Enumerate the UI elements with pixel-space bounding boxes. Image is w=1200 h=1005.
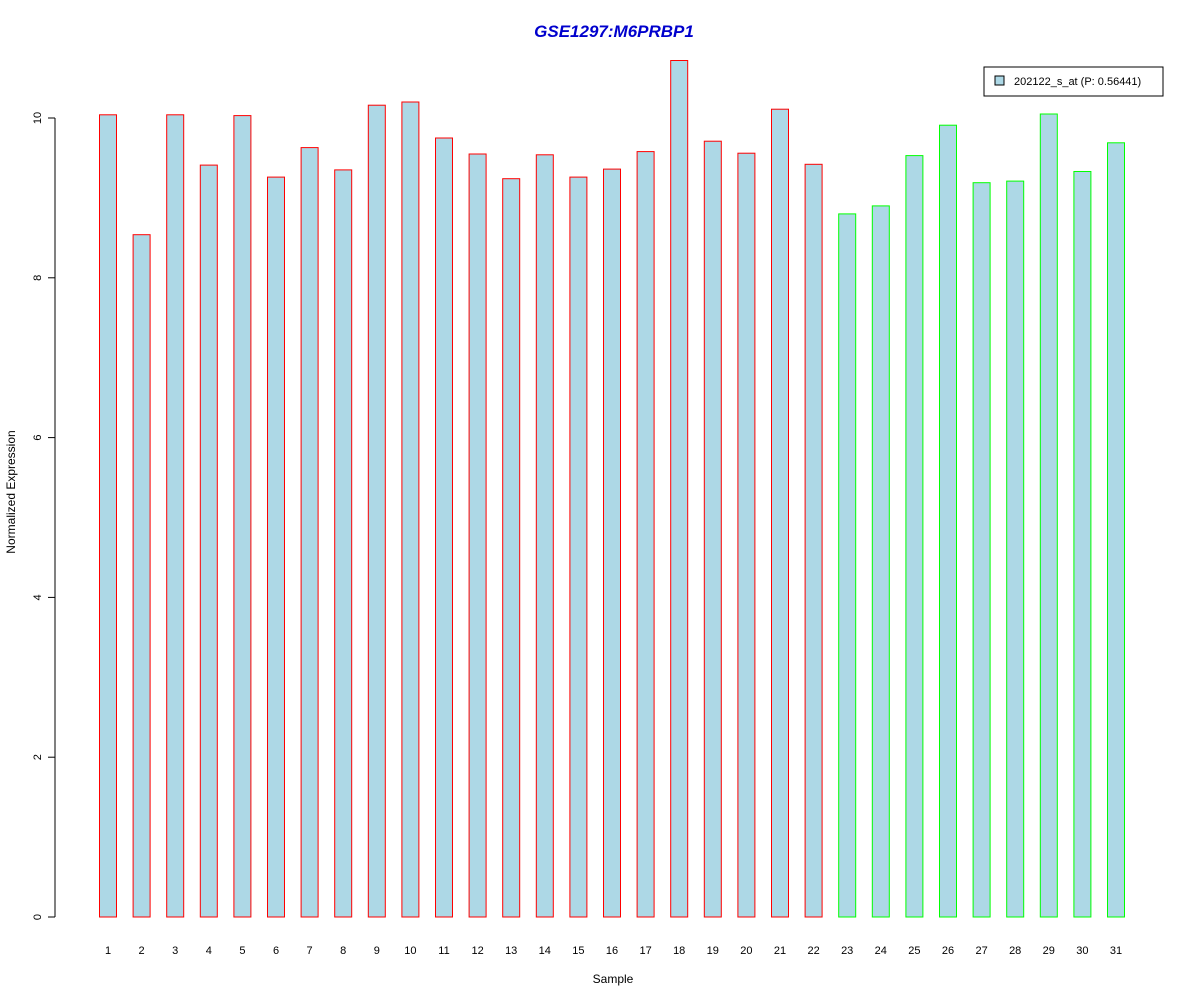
bar-sample-18 — [670, 60, 689, 918]
bar-sample-15 — [569, 176, 588, 918]
x-axis-label: Sample — [593, 972, 634, 986]
bar-sample-19 — [703, 140, 722, 918]
x-tick-label: 10 — [404, 945, 416, 957]
bar-sample-26 — [939, 124, 957, 918]
bar-sample-1 — [99, 114, 117, 918]
x-tick-label: 17 — [639, 945, 651, 957]
x-tick-label: 2 — [139, 945, 145, 957]
bar-sample-22 — [804, 163, 823, 918]
bar-sample-14 — [535, 154, 554, 918]
x-tick-label: 4 — [206, 945, 212, 957]
x-tick-label: 30 — [1076, 945, 1088, 957]
bar-sample-27 — [972, 182, 991, 918]
bar-sample-23 — [838, 213, 857, 918]
x-tick-label: 8 — [340, 945, 346, 957]
y-axis-label: Normalized Expression — [4, 430, 18, 553]
x-tick-label: 5 — [239, 945, 245, 957]
chart-title: GSE1297:M6PRBP1 — [534, 22, 694, 41]
x-tick-label: 25 — [908, 945, 920, 957]
bar-sample-6 — [267, 176, 285, 918]
x-tick-label: 7 — [307, 945, 313, 957]
y-tick-label: 2 — [32, 754, 44, 760]
bar-sample-4 — [199, 164, 218, 918]
bars — [99, 60, 1125, 918]
x-tick-label: 31 — [1110, 945, 1122, 957]
x-tick-label: 27 — [975, 945, 987, 957]
legend: 202122_s_at (P: 0.56441) — [983, 66, 1164, 97]
x-tick-label: 11 — [438, 945, 449, 957]
bar-sample-7 — [300, 147, 319, 918]
x-tick-label: 20 — [740, 945, 752, 957]
bar-sample-10 — [401, 101, 420, 918]
legend-label: 202122_s_at (P: 0.56441) — [1014, 76, 1141, 88]
bar-sample-16 — [603, 168, 621, 918]
bar-sample-8 — [334, 169, 353, 918]
x-tick-label: 21 — [774, 945, 786, 957]
bar-sample-20 — [737, 152, 756, 918]
bar-sample-9 — [367, 104, 386, 918]
y-axis: 0 2 4 6 8 10 — [32, 112, 56, 920]
x-tick-label: 23 — [841, 945, 853, 957]
x-tick-label: 16 — [606, 945, 618, 957]
y-tick-label: 8 — [32, 275, 44, 281]
bar-sample-2 — [132, 234, 151, 918]
x-tick-label: 19 — [707, 945, 719, 957]
bar-sample-5 — [233, 115, 252, 918]
y-tick-label: 6 — [32, 435, 44, 441]
x-tick-label: 12 — [471, 945, 483, 957]
x-tick-label: 15 — [572, 945, 584, 957]
y-tick-label: 0 — [32, 914, 44, 920]
bar-sample-28 — [1006, 180, 1025, 918]
y-tick-label: 10 — [32, 112, 44, 124]
x-tick-label: 29 — [1043, 945, 1055, 957]
bar-sample-21 — [771, 108, 789, 918]
x-tick-labels: 1 2 3 4 5 6 7 8 9 10 11 12 13 14 15 16 17 18 19 20 21 22 23 24 2… — [105, 945, 1122, 957]
bar-sample-29 — [1039, 113, 1058, 918]
legend-box — [983, 66, 1164, 97]
x-tick-label: 3 — [172, 945, 178, 957]
x-tick-label: 13 — [505, 945, 517, 957]
x-tick-label: 9 — [374, 945, 380, 957]
x-tick-label: 6 — [273, 945, 279, 957]
bar-sample-17 — [636, 151, 655, 918]
bar-sample-30 — [1073, 171, 1092, 918]
y-tick-label: 4 — [32, 594, 44, 600]
x-tick-label: 1 — [105, 945, 111, 957]
x-tick-label: 28 — [1009, 945, 1021, 957]
x-tick-label: 24 — [875, 945, 887, 957]
x-tick-label: 22 — [807, 945, 819, 957]
x-tick-label: 26 — [942, 945, 954, 957]
bar-sample-25 — [905, 155, 924, 918]
legend-swatch — [994, 75, 1005, 86]
x-tick-label: 14 — [539, 945, 551, 957]
bar-sample-24 — [871, 205, 890, 918]
bar-sample-31 — [1107, 142, 1125, 918]
x-tick-label: 18 — [673, 945, 685, 957]
bar-sample-12 — [468, 153, 487, 918]
bar-sample-13 — [502, 178, 521, 918]
bar-sample-11 — [435, 137, 453, 918]
bar-sample-3 — [166, 114, 185, 918]
